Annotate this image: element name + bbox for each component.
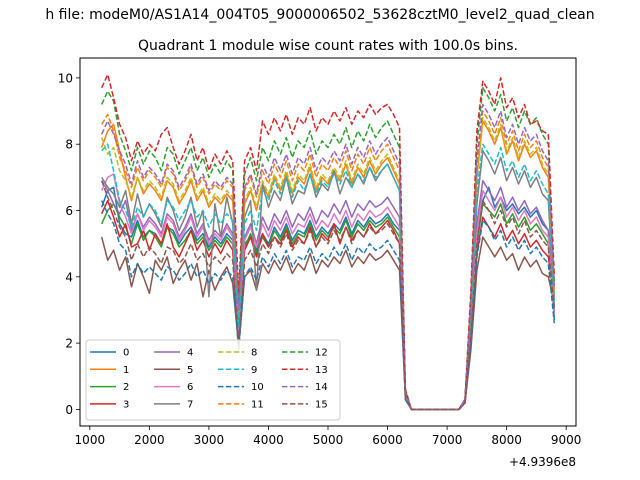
legend-label-9: 9 bbox=[251, 365, 257, 376]
x-tick-label: 8000 bbox=[491, 433, 522, 447]
x-tick-label: 1000 bbox=[75, 433, 106, 447]
legend-label-6: 6 bbox=[187, 382, 193, 393]
legend-label-3: 3 bbox=[123, 399, 129, 410]
series-layer bbox=[100, 73, 556, 411]
x-tick-label: 5000 bbox=[313, 433, 344, 447]
legend-label-1: 1 bbox=[123, 365, 129, 376]
y-tick-label: 10 bbox=[58, 71, 73, 85]
series-line-7 bbox=[101, 150, 556, 411]
x-tick-label: 2000 bbox=[134, 433, 165, 447]
series-line-10 bbox=[101, 200, 556, 411]
series-line-9 bbox=[101, 143, 556, 411]
legend-label-2: 2 bbox=[123, 382, 129, 393]
y-tick-label: 4 bbox=[65, 270, 73, 284]
legend-label-10: 10 bbox=[251, 382, 264, 393]
legend-label-13: 13 bbox=[315, 365, 328, 376]
series-line-15 bbox=[100, 180, 556, 411]
legend-box bbox=[85, 339, 341, 421]
legend-label-7: 7 bbox=[187, 399, 193, 410]
x-tick-label: 9000 bbox=[551, 433, 582, 447]
x-axis-offset-label: +4.9396e8 bbox=[509, 455, 576, 469]
series-line-5 bbox=[100, 236, 556, 411]
y-tick-label: 8 bbox=[65, 138, 73, 152]
x-tick-label: 4000 bbox=[253, 433, 284, 447]
x-tick-label: 6000 bbox=[372, 433, 403, 447]
legend-label-8: 8 bbox=[251, 348, 257, 359]
y-tick-label: 6 bbox=[65, 204, 73, 218]
y-tick-label: 2 bbox=[65, 337, 73, 351]
figure-suptitle: h file: modeM0/AS1A14_004T05_9000006502_… bbox=[45, 7, 594, 23]
x-tick-label: 7000 bbox=[432, 433, 463, 447]
legend-label-11: 11 bbox=[251, 399, 264, 410]
series-line-13 bbox=[101, 73, 556, 411]
series-line-8 bbox=[100, 116, 556, 411]
legend-label-12: 12 bbox=[315, 348, 328, 359]
legend-label-14: 14 bbox=[315, 382, 328, 393]
chart-title: Quadrant 1 module wise count rates with … bbox=[138, 38, 518, 54]
series-line-6 bbox=[101, 173, 556, 411]
legend-label-15: 15 bbox=[315, 399, 328, 410]
series-line-14 bbox=[101, 103, 556, 411]
y-axis: 0 2 4 6 8 10 bbox=[58, 71, 80, 417]
x-axis: 1000 2000 3000 4000 5000 6000 7000 8000 9000 bbox=[75, 426, 582, 447]
y-tick-label: 0 bbox=[65, 403, 73, 417]
x-tick-label: 3000 bbox=[194, 433, 225, 447]
series-line-4 bbox=[101, 179, 556, 411]
legend-label-5: 5 bbox=[187, 365, 193, 376]
legend-label-4: 4 bbox=[187, 348, 193, 359]
series-line-12 bbox=[101, 87, 556, 411]
legend-label-0: 0 bbox=[123, 348, 129, 359]
